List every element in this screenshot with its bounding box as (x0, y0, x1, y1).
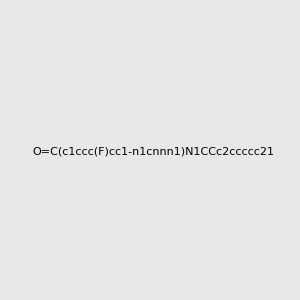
Text: O=C(c1ccc(F)cc1-n1cnnn1)N1CCc2ccccc21: O=C(c1ccc(F)cc1-n1cnnn1)N1CCc2ccccc21 (33, 146, 275, 157)
